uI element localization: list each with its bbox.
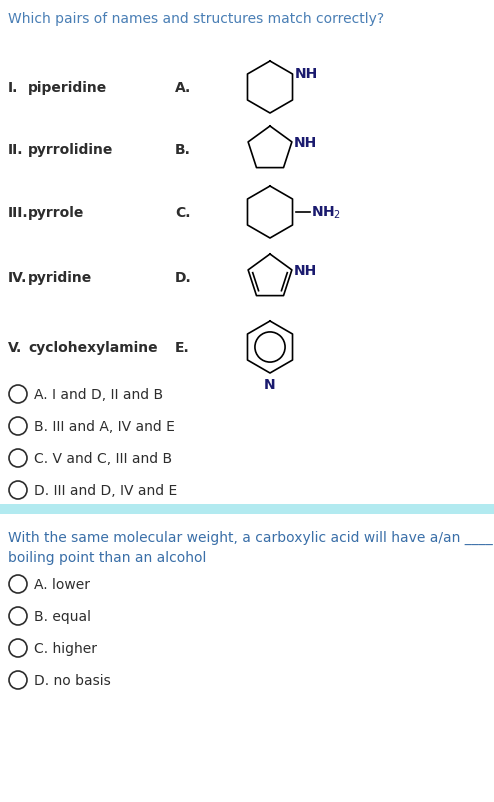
Text: cyclohexylamine: cyclohexylamine — [28, 341, 158, 354]
Text: II.: II. — [8, 143, 24, 157]
Text: A.: A. — [175, 81, 191, 95]
Text: With the same molecular weight, a carboxylic acid will have a/an ____: With the same molecular weight, a carbox… — [8, 530, 493, 545]
Text: N: N — [264, 378, 276, 391]
Text: I.: I. — [8, 81, 18, 95]
Text: C. V and C, III and B: C. V and C, III and B — [34, 452, 172, 465]
Text: D.: D. — [175, 270, 192, 285]
Text: B. III and A, IV and E: B. III and A, IV and E — [34, 419, 175, 433]
Text: A. I and D, II and B: A. I and D, II and B — [34, 387, 163, 402]
Text: boiling point than an alcohol: boiling point than an alcohol — [8, 550, 206, 565]
Text: Which pairs of names and structures match correctly?: Which pairs of names and structures matc… — [8, 12, 384, 26]
Text: E.: E. — [175, 341, 190, 354]
Text: pyrrolidine: pyrrolidine — [28, 143, 114, 157]
Text: pyrrole: pyrrole — [28, 206, 84, 220]
Text: C.: C. — [175, 206, 191, 220]
Text: piperidine: piperidine — [28, 81, 107, 95]
Text: V.: V. — [8, 341, 22, 354]
Bar — [0, 504, 494, 514]
Text: B. equal: B. equal — [34, 610, 91, 623]
Text: C. higher: C. higher — [34, 642, 97, 655]
Text: NH: NH — [294, 136, 317, 150]
Text: D. no basis: D. no basis — [34, 673, 111, 687]
Text: D. III and D, IV and E: D. III and D, IV and E — [34, 484, 177, 497]
Text: NH: NH — [294, 67, 318, 81]
Text: NH$_2$: NH$_2$ — [311, 205, 341, 221]
Text: B.: B. — [175, 143, 191, 157]
Text: pyridine: pyridine — [28, 270, 92, 285]
Text: IV.: IV. — [8, 270, 27, 285]
Text: NH: NH — [294, 264, 317, 277]
Text: III.: III. — [8, 206, 29, 220]
Text: A. lower: A. lower — [34, 577, 90, 591]
